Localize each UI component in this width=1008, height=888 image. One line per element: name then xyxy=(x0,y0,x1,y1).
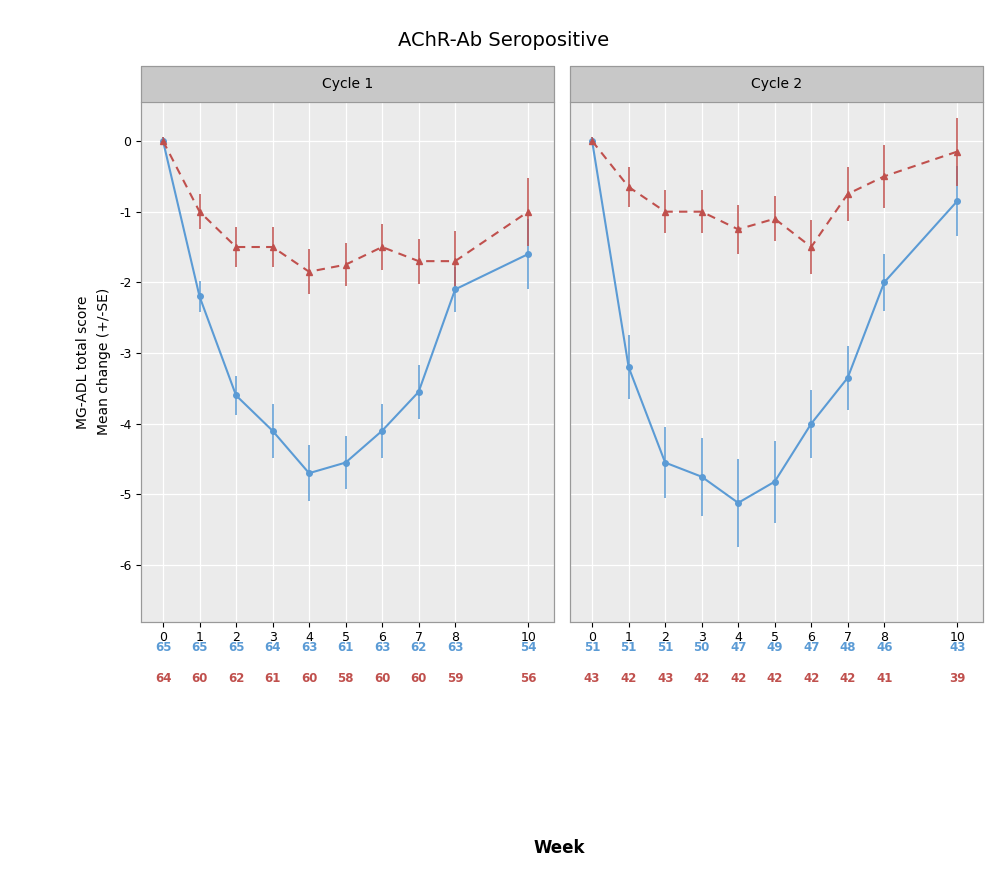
Text: 39: 39 xyxy=(950,672,966,686)
Text: 41: 41 xyxy=(876,672,892,686)
Text: 60: 60 xyxy=(374,672,390,686)
Text: 47: 47 xyxy=(803,641,820,654)
Text: 63: 63 xyxy=(301,641,318,654)
Text: 51: 51 xyxy=(657,641,673,654)
Text: 51: 51 xyxy=(584,641,601,654)
Text: 50: 50 xyxy=(694,641,710,654)
Text: 60: 60 xyxy=(301,672,318,686)
Text: 58: 58 xyxy=(338,672,354,686)
Text: 43: 43 xyxy=(657,672,673,686)
Text: 64: 64 xyxy=(155,672,171,686)
Text: 64: 64 xyxy=(264,641,281,654)
Text: 42: 42 xyxy=(694,672,710,686)
Text: 42: 42 xyxy=(840,672,856,686)
Text: 65: 65 xyxy=(228,641,244,654)
Text: Cycle 1: Cycle 1 xyxy=(322,77,373,91)
Text: 49: 49 xyxy=(766,641,783,654)
Text: 62: 62 xyxy=(228,672,244,686)
Text: 54: 54 xyxy=(520,641,536,654)
Text: 48: 48 xyxy=(840,641,856,654)
Text: 42: 42 xyxy=(730,672,746,686)
Y-axis label: MG-ADL total score
Mean change (+/-SE): MG-ADL total score Mean change (+/-SE) xyxy=(76,289,111,435)
Text: Week: Week xyxy=(533,839,586,857)
Text: 59: 59 xyxy=(447,672,464,686)
Text: 61: 61 xyxy=(264,672,281,686)
Text: 65: 65 xyxy=(192,641,208,654)
Text: 60: 60 xyxy=(410,672,426,686)
Text: 56: 56 xyxy=(520,672,536,686)
Text: 46: 46 xyxy=(876,641,892,654)
Text: 65: 65 xyxy=(155,641,171,654)
Text: 61: 61 xyxy=(338,641,354,654)
Text: 62: 62 xyxy=(410,641,426,654)
Text: 42: 42 xyxy=(803,672,820,686)
Text: 43: 43 xyxy=(950,641,966,654)
Text: 43: 43 xyxy=(584,672,601,686)
Text: 63: 63 xyxy=(374,641,390,654)
Text: 42: 42 xyxy=(621,672,637,686)
Text: Cycle 2: Cycle 2 xyxy=(751,77,802,91)
Text: 63: 63 xyxy=(447,641,464,654)
Text: 42: 42 xyxy=(766,672,783,686)
Text: 51: 51 xyxy=(621,641,637,654)
Text: 60: 60 xyxy=(192,672,208,686)
FancyBboxPatch shape xyxy=(141,66,553,102)
Text: AChR-Ab Seropositive: AChR-Ab Seropositive xyxy=(398,31,610,50)
FancyBboxPatch shape xyxy=(571,66,983,102)
Text: 47: 47 xyxy=(730,641,746,654)
